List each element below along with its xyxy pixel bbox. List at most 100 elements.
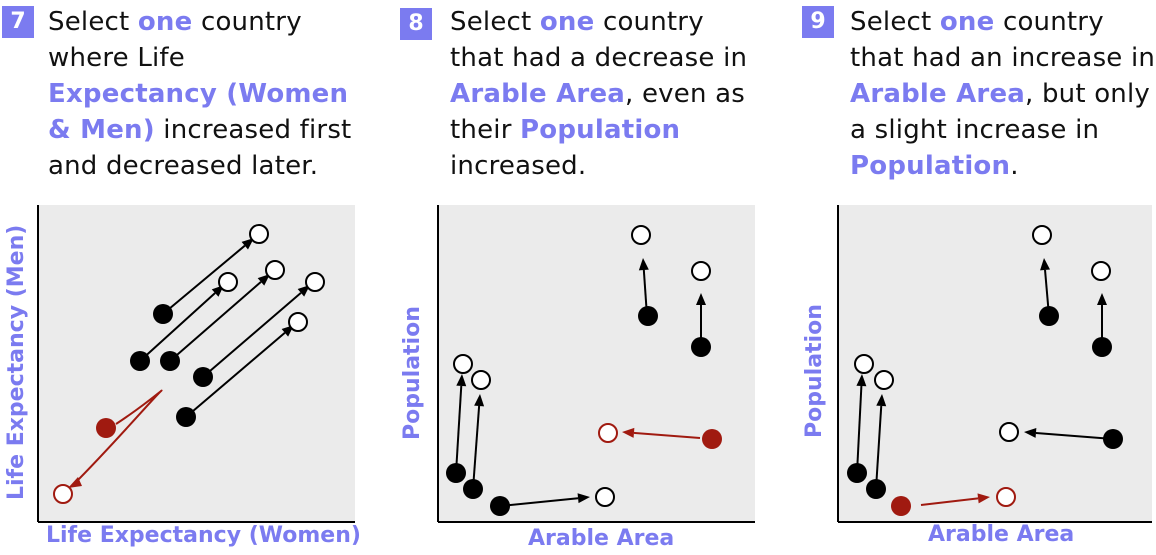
question-text-segment: Select bbox=[450, 7, 540, 37]
start-point bbox=[490, 496, 510, 516]
end-point bbox=[453, 354, 473, 374]
start-point bbox=[193, 367, 213, 387]
start-point bbox=[847, 463, 867, 483]
trajectory-arrow-head bbox=[696, 293, 706, 305]
start-point bbox=[160, 351, 180, 371]
end-point bbox=[595, 487, 615, 507]
end-point bbox=[218, 272, 238, 292]
trajectory-arrow-head bbox=[474, 394, 485, 407]
start-point bbox=[153, 304, 173, 324]
trajectory-arrow bbox=[875, 405, 883, 490]
question-text-segment: , even as bbox=[625, 79, 745, 109]
end-point bbox=[1091, 261, 1111, 281]
highlighted-trajectory-arrow-head bbox=[977, 493, 990, 504]
trajectory-arrow bbox=[185, 332, 286, 418]
trajectory-plot bbox=[437, 205, 755, 523]
end-point bbox=[249, 224, 269, 244]
start-point bbox=[176, 407, 196, 427]
highlighted-term: one bbox=[137, 7, 193, 37]
trajectory-arrow-head bbox=[1024, 427, 1037, 438]
highlighted-term: & Men) bbox=[48, 115, 155, 145]
start-point bbox=[1092, 337, 1112, 357]
question-text-segment: increased first bbox=[154, 115, 352, 145]
end-point bbox=[999, 422, 1019, 442]
trajectory-arrow-head bbox=[241, 238, 254, 250]
question-text-segment: , but only bbox=[1025, 79, 1150, 109]
question-line: a slight increase in bbox=[850, 112, 1155, 148]
highlighted-trajectory-arrow bbox=[633, 431, 701, 439]
question-line: Select one country bbox=[450, 4, 747, 40]
plot-area bbox=[38, 205, 355, 522]
trajectory-plot bbox=[837, 205, 1152, 523]
end-point bbox=[288, 312, 308, 332]
trajectory-arrow-head bbox=[456, 374, 467, 387]
question-line: and decreased later. bbox=[48, 148, 351, 184]
trajectory-arrow-head bbox=[638, 258, 649, 271]
end-point bbox=[1032, 225, 1052, 245]
question-line: their Population bbox=[450, 112, 747, 148]
highlighted-term: Arable Area bbox=[850, 79, 1026, 109]
end-point bbox=[691, 261, 711, 281]
trajectory-arrow bbox=[162, 244, 246, 315]
question-line: Population. bbox=[850, 148, 1155, 184]
question-line: Expectancy (Women bbox=[48, 76, 351, 112]
end-point bbox=[854, 354, 874, 374]
question-text-segment: a slight increase in bbox=[850, 115, 1100, 145]
question-text-segment: increased. bbox=[450, 151, 587, 181]
question-text: Select one country where Life Expectancy (… bbox=[48, 4, 351, 184]
question-line: Select one country bbox=[48, 4, 351, 40]
question-text-segment: their bbox=[450, 115, 521, 145]
question-line: & Men) increased first bbox=[48, 112, 351, 148]
marks bbox=[847, 225, 1123, 516]
marks bbox=[446, 225, 722, 516]
end-point bbox=[874, 370, 894, 390]
question-line: where Life bbox=[48, 40, 351, 76]
question-line: that had an increase in bbox=[850, 40, 1155, 76]
trajectory-arrow bbox=[202, 292, 302, 378]
highlighted-end-point bbox=[53, 484, 73, 504]
trajectory-arrow bbox=[499, 497, 579, 507]
trajectory-arrow bbox=[139, 292, 216, 362]
trajectory-arrow-head bbox=[1040, 258, 1051, 271]
question-text: Select one country that had an increase i… bbox=[850, 4, 1155, 184]
question-line: Arable Area, but only bbox=[850, 76, 1155, 112]
trajectory-arrow bbox=[1035, 431, 1114, 440]
highlighted-term: one bbox=[539, 7, 595, 37]
question-text-segment: country bbox=[594, 7, 704, 37]
highlighted-trajectory-arrow-head bbox=[622, 427, 635, 438]
start-point bbox=[866, 479, 886, 499]
x-axis-label: Arable Area bbox=[528, 526, 675, 551]
start-point bbox=[638, 306, 658, 326]
question-panel-7: 7 Select one country where Life Expectancy… bbox=[0, 0, 380, 555]
highlighted-start-point bbox=[96, 418, 116, 438]
trajectory-arrow bbox=[472, 405, 481, 490]
highlighted-term: Population bbox=[850, 151, 1011, 181]
end-point bbox=[471, 370, 491, 390]
highlighted-term: Population bbox=[520, 115, 681, 145]
end-point bbox=[265, 260, 285, 280]
trajectory-arrow-head bbox=[577, 493, 590, 504]
question-text-segment: Select bbox=[48, 7, 138, 37]
question-text-segment: that had an increase in bbox=[850, 43, 1156, 73]
question-text-segment: country bbox=[994, 7, 1104, 37]
trajectory-arrow bbox=[455, 385, 463, 474]
y-axis-label: Life Expectancy (Men) bbox=[4, 224, 29, 500]
highlighted-end-point bbox=[996, 487, 1016, 507]
trajectory-arrow-head bbox=[876, 394, 887, 407]
question-text-segment: that had a decrease in bbox=[450, 43, 748, 73]
trajectory-plot bbox=[37, 205, 355, 523]
trajectory-arrow-head bbox=[297, 285, 310, 297]
highlighted-trajectory-arrow bbox=[920, 497, 979, 506]
highlighted-term: Expectancy (Women bbox=[48, 79, 349, 109]
trajectory-arrow bbox=[169, 281, 262, 362]
x-axis-label: Arable Area bbox=[928, 522, 1075, 547]
trajectory-arrow-head bbox=[856, 374, 867, 387]
end-point bbox=[631, 225, 651, 245]
plot-area bbox=[438, 205, 755, 522]
highlighted-trajectory-curve bbox=[73, 389, 163, 485]
start-point bbox=[130, 351, 150, 371]
question-number-badge: 7 bbox=[2, 6, 34, 38]
question-line: increased. bbox=[450, 148, 747, 184]
question-line: Select one country bbox=[850, 4, 1155, 40]
start-point bbox=[463, 479, 483, 499]
